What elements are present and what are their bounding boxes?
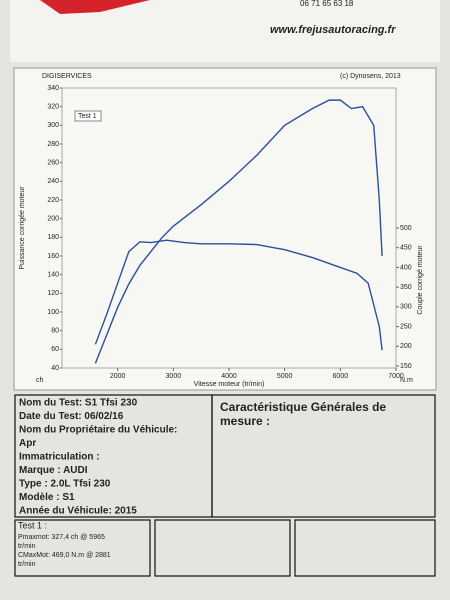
- y2-tick-label: 300: [400, 304, 412, 311]
- y-tick-label: 240: [47, 178, 59, 185]
- result-line: CMaxMot: 469,0 N.m @ 2881: [18, 552, 111, 559]
- y-tick-label: 160: [47, 253, 59, 260]
- y-tick-label: 220: [47, 197, 59, 204]
- y2-tick-label: 400: [400, 264, 412, 271]
- y-tick-label: 120: [47, 290, 59, 297]
- y-unit: ch: [36, 377, 44, 384]
- y-tick-label: 60: [51, 346, 59, 353]
- empty-box: [294, 519, 436, 577]
- characteristics-title: Caractéristique Générales de: [220, 400, 386, 414]
- x-axis-label: Vitesse moteur (tr/min): [194, 381, 265, 388]
- vehicle-field: Nom du Test: S1 Tfsi 230: [19, 398, 138, 409]
- y2-tick-label: 200: [400, 343, 412, 350]
- phone: 06 71 65 63 18: [300, 0, 354, 8]
- vehicle-field: Apr: [19, 438, 36, 449]
- y-tick-label: 260: [47, 160, 59, 167]
- y2-axis-label: Couple corrigé moteur: [417, 245, 424, 315]
- x-tick-label: 4000: [221, 373, 237, 380]
- x-tick-label: 3000: [166, 373, 182, 380]
- vehicle-field: Modèle : S1: [19, 492, 75, 503]
- vehicle-field: Nom du Propriétaire du Véhicule:: [19, 425, 177, 436]
- y-tick-label: 300: [47, 122, 59, 129]
- y-tick-label: 340: [47, 85, 59, 92]
- x-tick-label: 7000: [388, 373, 404, 380]
- y-tick-label: 200: [47, 216, 59, 223]
- result-line: tr/min: [18, 543, 36, 550]
- legend-label: Test 1: [78, 113, 97, 120]
- line: [94, 239, 383, 351]
- y2-tick-label: 250: [400, 323, 412, 330]
- x-tick-label: 5000: [277, 373, 293, 380]
- empty-box: [154, 519, 291, 577]
- vehicle-field: Marque : AUDI: [19, 465, 88, 476]
- characteristics-title: mesure :: [220, 414, 270, 428]
- chart-title: DIGISERVICES: [42, 73, 92, 80]
- vehicle-field: Immatriculation :: [19, 452, 100, 463]
- results-title: Test 1 :: [18, 520, 47, 530]
- y-tick-label: 280: [47, 141, 59, 148]
- chart-frame: [13, 67, 437, 391]
- y2-tick-label: 450: [400, 245, 412, 252]
- x-tick-label: 2000: [110, 373, 126, 380]
- vehicle-field: Type : 2.0L Tfsi 230: [19, 479, 111, 490]
- y-tick-label: 320: [47, 104, 59, 111]
- y-tick-label: 180: [47, 234, 59, 241]
- x-tick-label: 6000: [333, 373, 349, 380]
- result-line: Pmaxmot: 327,4 ch @ 5965: [18, 534, 105, 541]
- y2-unit: N.m: [400, 377, 413, 384]
- y-tick-label: 80: [51, 328, 59, 335]
- credit: (c) Dynosens, 2013: [340, 73, 401, 80]
- website: www.frejusautoracing.fr: [270, 24, 396, 36]
- y-tick-label: 100: [47, 309, 59, 316]
- vehicle-field: Année du Véhicule: 2015: [19, 506, 137, 517]
- y-tick-label: 40: [51, 365, 59, 372]
- line: [94, 99, 383, 364]
- y-axis-label: Puissance corrigée moteur: [19, 186, 26, 270]
- y2-tick-label: 150: [400, 363, 412, 370]
- logo: [40, 0, 150, 14]
- result-line: tr/min: [18, 561, 36, 568]
- y-tick-label: 140: [47, 272, 59, 279]
- y2-tick-label: 350: [400, 284, 412, 291]
- results-box: [14, 519, 151, 577]
- y2-tick-label: 500: [400, 225, 412, 232]
- legend: [74, 110, 102, 122]
- vehicle-field: Date du Test: 06/02/16: [19, 411, 124, 422]
- characteristics-box: [211, 394, 436, 518]
